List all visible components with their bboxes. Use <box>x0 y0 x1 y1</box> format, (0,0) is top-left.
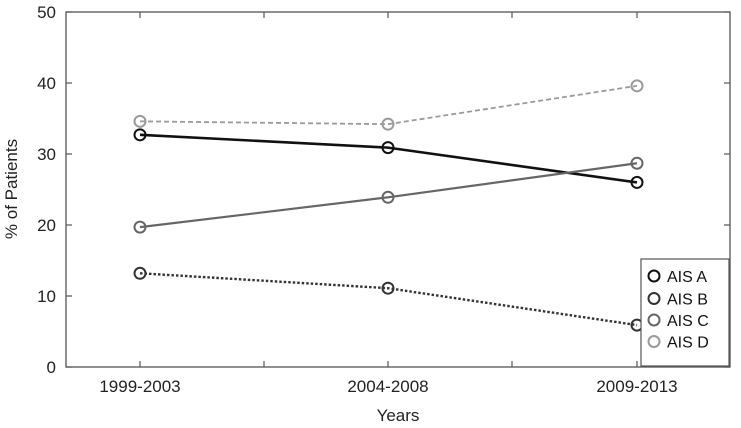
legend-label: AIS D <box>667 335 709 352</box>
series-layer <box>133 79 644 332</box>
legend-entry-ais-c: AIS C <box>647 313 709 330</box>
legend-entry-ais-a: AIS A <box>647 269 707 286</box>
legend-label: AIS C <box>667 313 709 330</box>
legend-label: AIS A <box>667 269 707 286</box>
data-point-ais-c <box>630 156 644 170</box>
y-axis-title: % of Patients <box>2 139 21 239</box>
plot-frame <box>65 11 731 368</box>
series-ais-c <box>133 156 644 234</box>
series-line-ais-a <box>139 133 638 184</box>
legend-entry-ais-b: AIS B <box>647 292 708 309</box>
series-ais-d <box>133 79 644 131</box>
legend-entry-ais-d: AIS D <box>647 335 709 352</box>
data-point-ais-a <box>630 175 644 189</box>
series-line-ais-c <box>139 162 638 229</box>
x-tick-label: 2004-2008 <box>347 377 428 396</box>
legend-box <box>640 258 730 367</box>
legend: AIS A AIS B AIS C AIS D <box>640 258 730 367</box>
data-point-ais-b <box>381 281 395 295</box>
y-axis: 0 10 20 30 40 50 <box>37 3 730 377</box>
x-axis-title: Years <box>377 406 420 425</box>
y-tick-label: 20 <box>37 216 56 235</box>
x-axis: 1999-2003 2004-2008 2009-2013 <box>99 12 678 396</box>
legend-marker <box>647 269 661 283</box>
legend-label: AIS B <box>667 292 708 309</box>
y-tick-label: 50 <box>37 3 56 22</box>
data-point-ais-d <box>133 114 147 128</box>
data-point-ais-c <box>381 190 395 204</box>
legend-marker <box>647 313 661 327</box>
y-tick-label: 0 <box>47 358 56 377</box>
data-point-ais-d <box>381 117 395 131</box>
x-tick-label: 2009-2013 <box>596 377 677 396</box>
data-point-ais-a <box>381 141 395 155</box>
y-tick-label: 30 <box>37 145 56 164</box>
series-line-ais-b <box>139 272 638 327</box>
legend-marker <box>647 292 661 305</box>
data-point-ais-a <box>133 128 147 142</box>
legend-marker <box>647 335 661 348</box>
data-point-ais-c <box>133 220 147 234</box>
y-tick-label: 10 <box>37 287 56 306</box>
data-point-ais-b <box>133 266 147 280</box>
y-tick-label: 40 <box>37 74 56 93</box>
series-ais-a <box>133 128 644 189</box>
x-tick-label: 1999-2003 <box>99 377 180 396</box>
series-line-ais-d <box>139 84 638 126</box>
data-point-ais-d <box>630 79 644 93</box>
